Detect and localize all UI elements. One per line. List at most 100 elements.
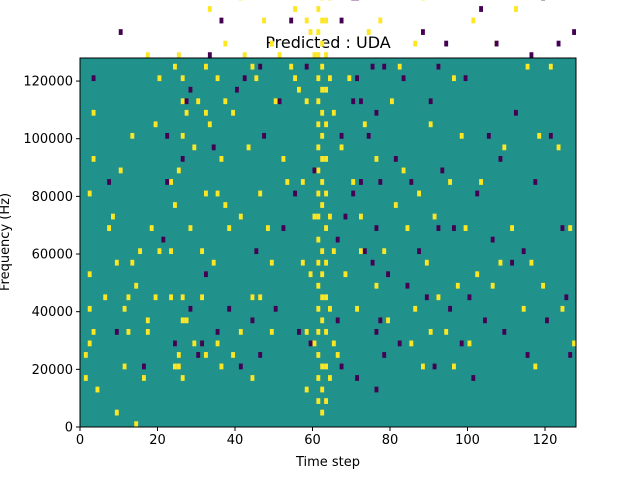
heatmap-cell-high [537, 132, 542, 139]
heatmap-cell-high [145, 317, 150, 324]
heatmap-cell-high [118, 167, 123, 174]
heatmap-cell-high [328, 213, 332, 220]
heatmap-cell-high [231, 109, 236, 116]
heatmap-cell-high [320, 40, 325, 47]
heatmap-cell-high [219, 156, 224, 162]
heatmap-cell-low [297, 328, 301, 335]
heatmap-cell-low [339, 363, 344, 370]
heatmap-cell-high [331, 109, 336, 116]
heatmap-cell-low [421, 29, 425, 35]
heatmap-cell-high [250, 375, 255, 381]
heatmap-cell-high [258, 294, 263, 301]
heatmap-cell-low [366, 132, 371, 139]
heatmap-cell-high [502, 144, 507, 151]
y-axis: 0 20000 40000 60000 80000 100000 120000 [23, 75, 80, 436]
x-tick-label: 80 [382, 433, 399, 448]
heatmap-cell-high [448, 179, 453, 185]
heatmap-cell-high [184, 109, 189, 116]
y-tick-label: 60000 [32, 248, 73, 263]
y-tick-label: 40000 [32, 305, 73, 320]
heatmap-cell-high [215, 75, 220, 82]
heatmap-cell-low [471, 375, 476, 381]
heatmap-cell-low [521, 248, 526, 255]
heatmap-cell-low [227, 305, 232, 312]
heatmap-cell-high [180, 294, 185, 301]
heatmap-cell-high [180, 317, 185, 324]
heatmap-cell-high [359, 213, 363, 220]
heatmap-cell-high [320, 63, 325, 70]
heatmap-cell-low [215, 328, 220, 335]
heatmap-cell-high [223, 98, 228, 105]
heatmap-cell-low [424, 294, 429, 301]
heatmap-cell-low [200, 340, 205, 347]
heatmap-cell-high [211, 259, 216, 266]
heatmap-cell-low [359, 98, 363, 105]
heatmap-cell-high [169, 179, 174, 185]
x-tick-label: 20 [149, 433, 166, 448]
heatmap-cell-high [266, 225, 270, 231]
heatmap-cell-high [490, 282, 495, 289]
heatmap-cell-high [215, 340, 220, 347]
heatmap-cell-high [176, 352, 181, 358]
heatmap-cell-high [405, 225, 410, 231]
heatmap-cell-low [382, 63, 387, 70]
heatmap-cell-low [277, 98, 282, 105]
heatmap-cell-low [238, 363, 243, 370]
heatmap-cell-low [428, 98, 433, 105]
heatmap-cell-high [316, 398, 321, 404]
heatmap-cell-high [153, 121, 158, 128]
x-tick-label: 100 [455, 433, 480, 448]
heatmap-cell-low [293, 190, 298, 197]
heatmap-cell-low [374, 109, 379, 116]
heatmap-cell-low [281, 225, 286, 231]
heatmap-cell-low [118, 29, 123, 35]
heatmap-cell-high [95, 386, 100, 393]
heatmap-cell-low [207, 52, 212, 58]
heatmap-cell-high [316, 328, 321, 335]
heatmap-cell-high [312, 340, 317, 347]
y-tick-label: 20000 [32, 363, 73, 378]
heatmap-cell-high [219, 363, 224, 370]
heatmap-cell-low [397, 340, 402, 347]
heatmap-cell-low [409, 179, 414, 185]
heatmap-cell-high [207, 121, 212, 128]
heatmap-cell-high [126, 328, 131, 335]
x-tick-label: 0 [76, 433, 84, 448]
heatmap-cell-low [142, 363, 146, 370]
heatmap-cell-high [572, 340, 577, 347]
heatmap-background [80, 58, 576, 427]
heatmap-cell-high [122, 363, 127, 370]
heatmap-cell-high [258, 190, 263, 197]
heatmap-cell-high [320, 109, 325, 116]
heatmap-cell-low [180, 156, 185, 162]
heatmap-cell-low [386, 271, 391, 278]
heatmap-cell-low [211, 144, 216, 151]
heatmap-cell-high [320, 248, 325, 255]
heatmap-cell-high [343, 271, 348, 278]
heatmap-cell-low [351, 190, 356, 197]
heatmap-cell-high [320, 294, 325, 301]
heatmap-cell-high [87, 190, 92, 197]
heatmap-cell-low [107, 179, 112, 185]
heatmap-cell-low [498, 156, 503, 162]
heatmap-cell-low [494, 40, 499, 47]
y-tick-label: 0 [65, 421, 73, 436]
heatmap-cell-high [417, 190, 422, 197]
heatmap-cell-high [184, 317, 189, 324]
heatmap-cell-high [397, 63, 402, 70]
heatmap-cell-low [510, 259, 515, 266]
chart-title: Predicted : UDA [265, 33, 390, 52]
heatmap-cell-low [242, 75, 247, 82]
heatmap-cell-high [510, 225, 515, 231]
heatmap-cell-low [91, 75, 96, 82]
heatmap-cell-high [83, 352, 88, 358]
heatmap-cell-high [145, 52, 150, 58]
heatmap-cell-high [289, 63, 294, 70]
heatmap-cell-low [467, 294, 472, 301]
heatmap-cell-high [300, 259, 305, 266]
heatmap-cell-high [107, 225, 112, 231]
heatmap-cell-high [285, 179, 290, 185]
heatmap-cell-high [324, 259, 329, 266]
heatmap-cell-low [490, 236, 495, 243]
heatmap-cell-high [320, 409, 325, 416]
